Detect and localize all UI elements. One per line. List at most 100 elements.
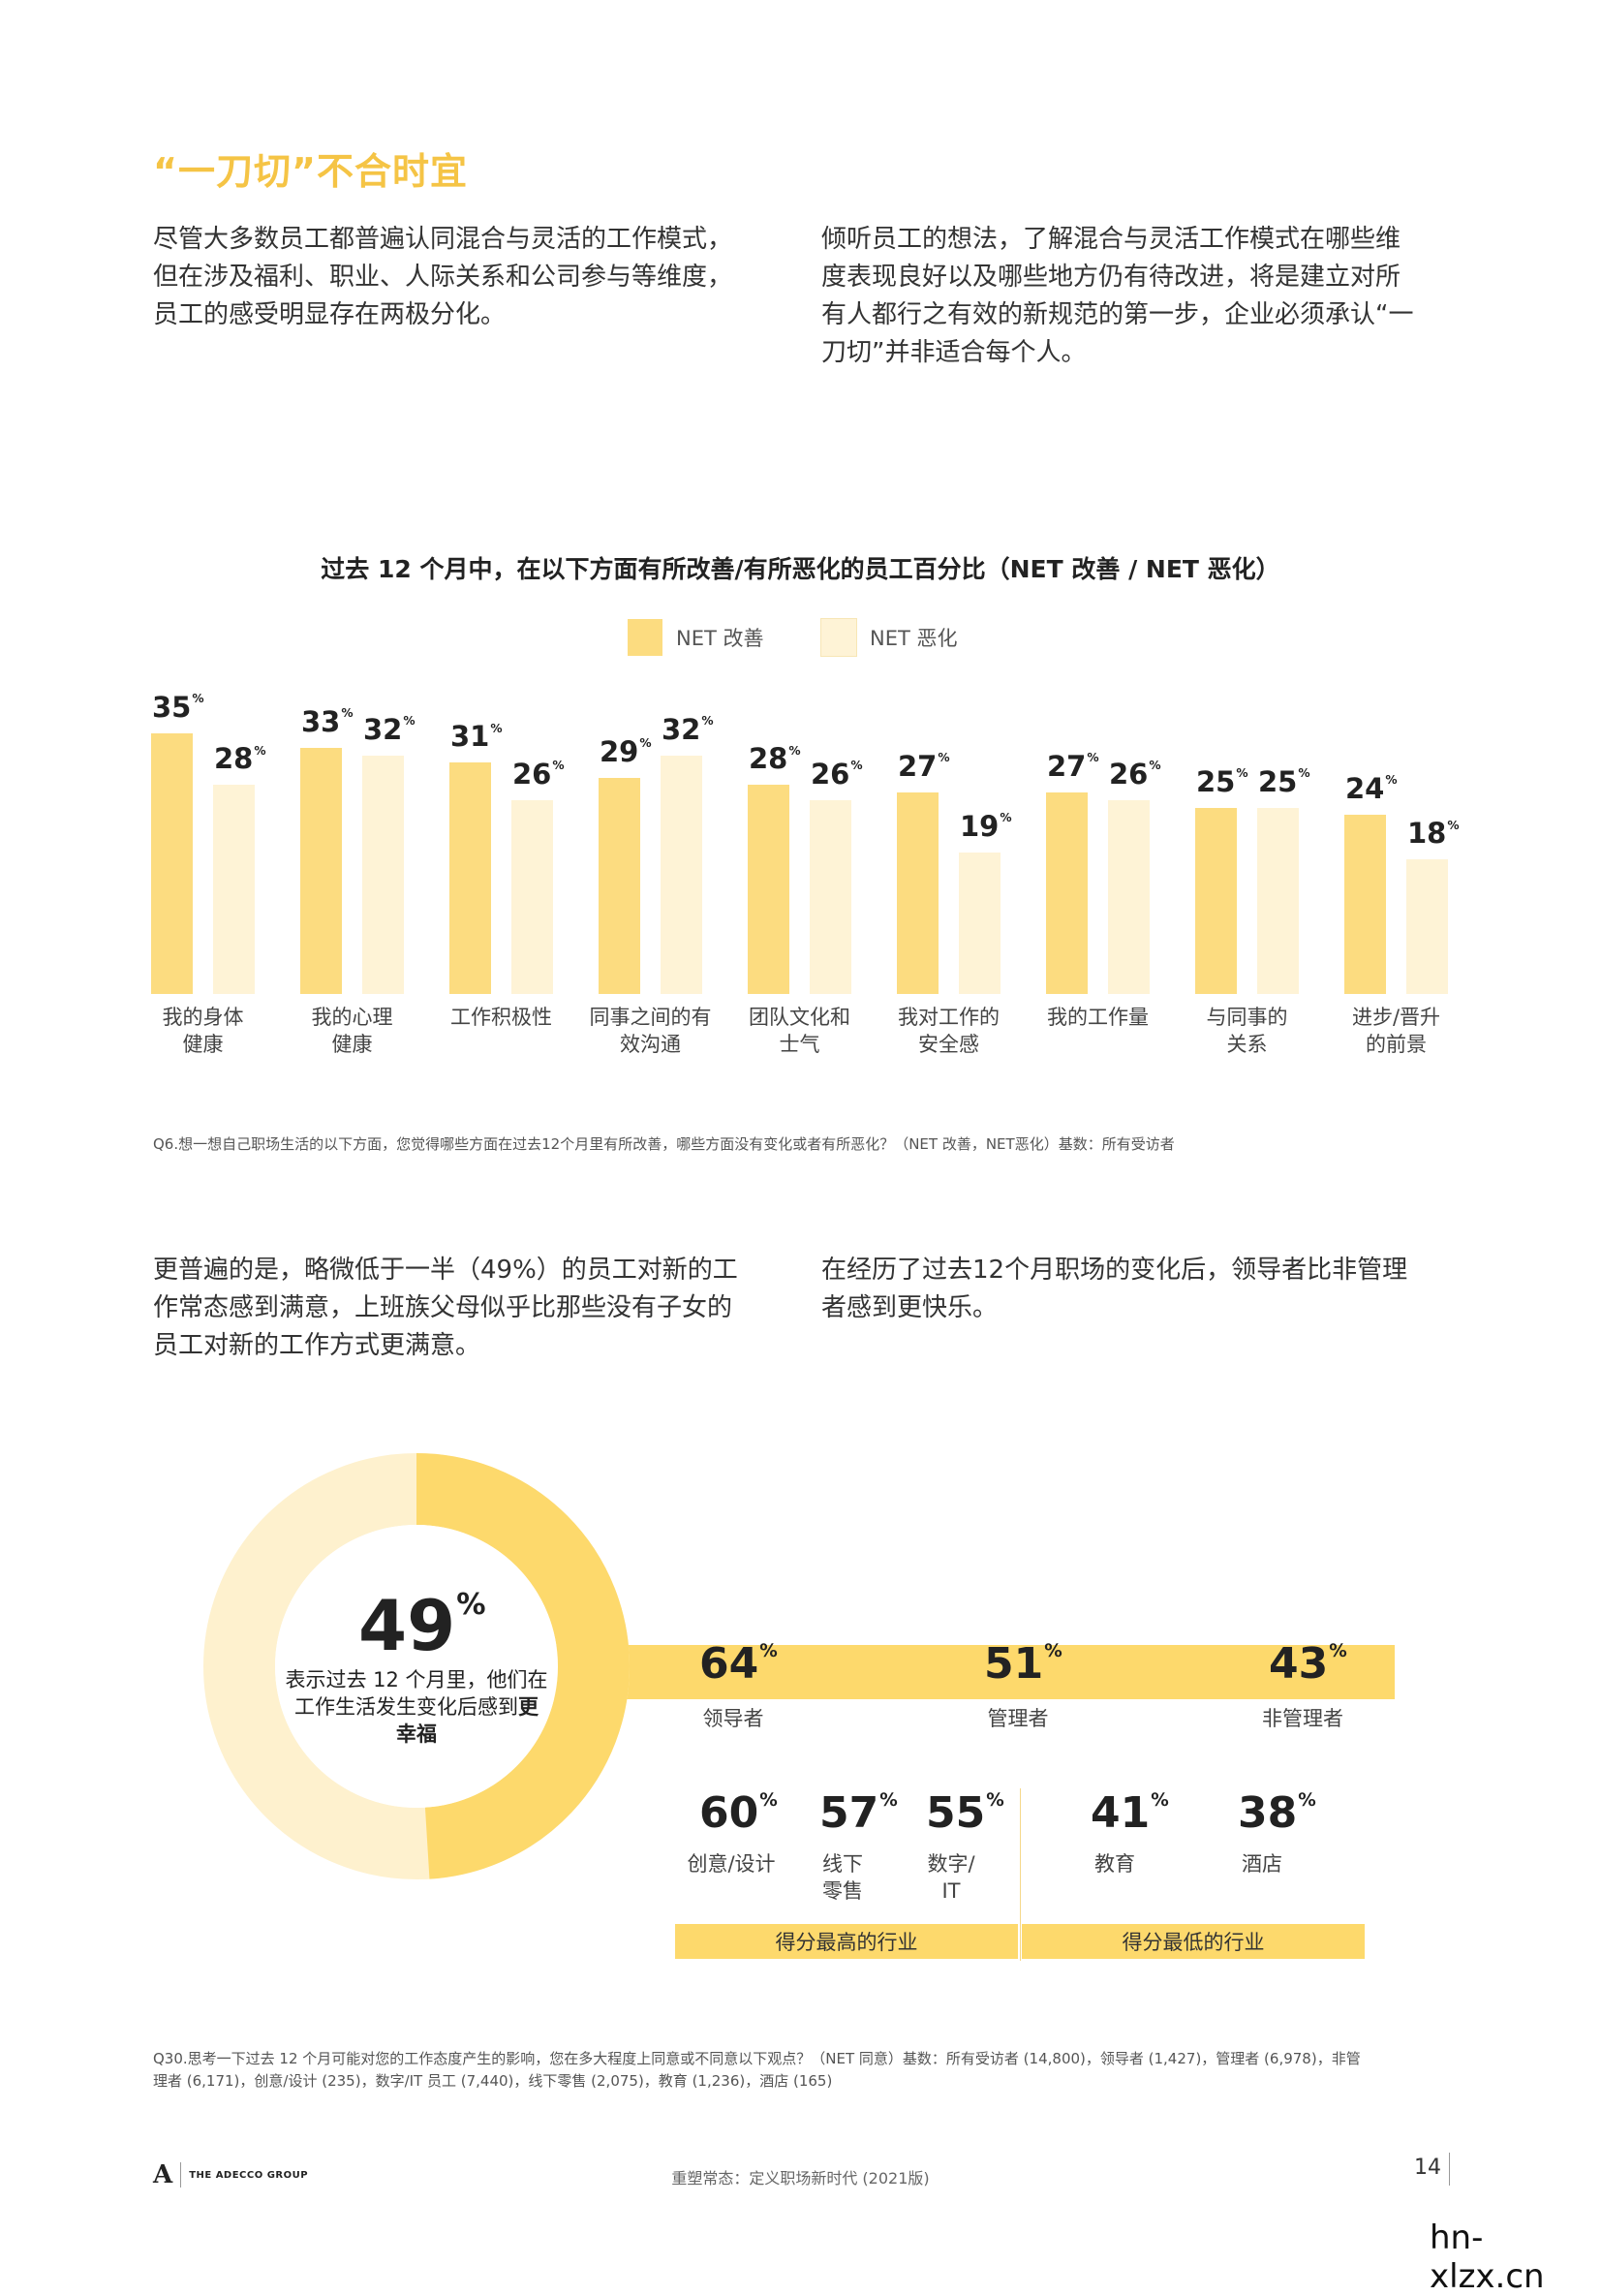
industry-label-line: 教育 xyxy=(1094,1852,1135,1876)
bottom-industry-band xyxy=(1022,1924,1365,1959)
bar-improve xyxy=(151,732,193,994)
data-label-improve: 35% xyxy=(152,690,204,724)
intro-right-line: 有人都行之有效的新规范的第一步，企业必须承认“一 xyxy=(821,300,1414,329)
industry-label-line: IT xyxy=(941,1879,961,1903)
donut-desc-bold1: 更 xyxy=(518,1695,539,1719)
q30-line: 理者 (6,171)，创意/设计 (235)，数字/IT 员工 (7,440)，… xyxy=(153,2072,833,2090)
intro-left-paragraph: 尽管大多数员工都普遍认同混合与灵活的工作模式， 但在涉及福利、职业、人际关系和公… xyxy=(153,221,783,334)
industry-number: 60 xyxy=(699,1788,759,1838)
industry-divider xyxy=(1020,1788,1021,1961)
bar-worse xyxy=(213,785,255,994)
brand-name: THE ADECCO GROUP xyxy=(189,2169,309,2181)
industry-value-creative: 60% xyxy=(699,1788,778,1838)
mid-left-line: 员工对新的工作方式更满意。 xyxy=(153,1331,481,1360)
data-label-improve: 24% xyxy=(1345,772,1398,806)
industry-label-line: 数字/ xyxy=(927,1852,975,1876)
industry-unit: % xyxy=(879,1789,898,1811)
category-label: 进步/晋升 的前景 xyxy=(1351,1006,1441,1056)
role-label-non-manager: 非管理者 xyxy=(1262,1707,1343,1730)
bar-worse xyxy=(810,799,851,994)
adecco-logo-icon: A xyxy=(153,2160,173,2189)
industry-label-education: 教育 xyxy=(1081,1850,1149,1877)
role-value-non-manager: 43% xyxy=(1269,1639,1347,1689)
q6-footnote: Q6.想一想自己职场生活的以下方面，您觉得哪些方面在过去12个月里有所改善，哪些… xyxy=(153,1135,1175,1153)
category-label: 我的心理 健康 xyxy=(311,1006,393,1056)
role-number: 64 xyxy=(699,1639,759,1689)
bar-improve xyxy=(1344,815,1386,994)
data-label-worse: 25% xyxy=(1258,764,1310,798)
donut-desc-line1: 表示过去 12 个月里，他们在 xyxy=(285,1668,548,1691)
data-label-worse: 32% xyxy=(363,712,416,746)
role-label-leader: 领导者 xyxy=(702,1707,764,1730)
top-industry-band xyxy=(675,1924,1018,1959)
industry-label-digital-it: 数字/IT xyxy=(912,1850,990,1905)
data-label-improve: 33% xyxy=(301,704,354,738)
data-label-improve: 27% xyxy=(898,750,950,784)
industry-value-digital-it: 55% xyxy=(926,1788,1004,1838)
category-label: 与同事的 关系 xyxy=(1206,1006,1288,1056)
data-label-improve: 29% xyxy=(600,734,652,768)
industry-label-line: 创意/设计 xyxy=(687,1852,776,1876)
industry-label-creative: 创意/设计 xyxy=(673,1850,789,1877)
category-label: 工作积极性 xyxy=(450,1006,552,1029)
donut-value-number: 49 xyxy=(358,1585,456,1666)
data-label-worse: 26% xyxy=(811,757,863,791)
roles-band xyxy=(542,1645,1395,1699)
bar-chart: 35% 28% 我的身体 健康 33% 32% 我的心理 健康 31% 26% 工作积极性 29% 32… xyxy=(0,0,1601,1066)
watermark: hn-xlzx.cn xyxy=(1424,2218,1601,2296)
data-label-improve: 25% xyxy=(1196,764,1248,798)
role-value-manager: 51% xyxy=(984,1639,1062,1689)
mid-left-line: 作常态感到满意，上班族父母似乎比那些没有子女的 xyxy=(153,1293,733,1322)
data-label-worse: 26% xyxy=(1109,757,1161,791)
industry-label-line: 线下 xyxy=(822,1852,863,1876)
data-label-worse: 18% xyxy=(1407,817,1460,851)
donut-description: 表示过去 12 个月里，他们在 工作生活发生变化后感到更 幸福 xyxy=(262,1666,571,1748)
industry-unit: % xyxy=(986,1789,1004,1811)
industry-label-line: 零售 xyxy=(822,1879,863,1903)
donut-desc-bold2: 幸福 xyxy=(396,1722,437,1746)
footer-brand: A THE ADECCO GROUP xyxy=(153,2160,308,2189)
industry-number: 41 xyxy=(1091,1788,1151,1838)
happiness-donut xyxy=(203,1453,630,1879)
data-label-improve: 31% xyxy=(450,720,503,754)
donut-value: 49% xyxy=(358,1585,486,1666)
legend-label-improve: NET 改善 xyxy=(676,627,764,650)
legend-swatch-improve xyxy=(628,619,662,656)
industry-unit: % xyxy=(1151,1789,1169,1811)
industry-unit: % xyxy=(1298,1789,1316,1811)
legend-improve: NET 改善 xyxy=(628,619,763,656)
mid-left-line: 更普遍的是，略微低于一半（49%）的员工对新的工 xyxy=(153,1256,738,1285)
logo-divider xyxy=(180,2162,182,2187)
section-title: “一刀切”不合时宜 xyxy=(153,150,468,193)
donut-fill-ring xyxy=(203,1453,630,1879)
bar-improve xyxy=(449,762,491,994)
q30-footnote: Q30.思考一下过去 12 个月可能对您的工作态度产生的影响，您在多大程度上同意… xyxy=(153,2048,1451,2093)
legend-swatch-worse xyxy=(820,618,857,657)
bar-improve xyxy=(599,777,640,994)
intro-right-paragraph: 倾听员工的想法，了解混合与灵活工作模式在哪些维 度表现良好以及哪些地方仍有待改进… xyxy=(821,221,1461,372)
role-value-leader: 64% xyxy=(699,1639,778,1689)
intro-left-line: 员工的感受明显存在两极分化。 xyxy=(153,300,507,329)
bar-worse xyxy=(1257,807,1299,994)
data-label-worse: 26% xyxy=(512,757,565,791)
industry-label-retail: 线下 零售 xyxy=(804,1850,881,1905)
q30-line: Q30.思考一下过去 12 个月可能对您的工作态度产生的影响，您在多大程度上同意… xyxy=(153,2050,1361,2067)
category-label: 团队文化和 士气 xyxy=(749,1006,850,1056)
industry-value-education: 41% xyxy=(1091,1788,1169,1838)
bar-worse xyxy=(1406,859,1448,994)
data-label-worse: 19% xyxy=(960,809,1012,843)
donut-desc-line2: 工作生活发生变化后感到 xyxy=(294,1695,518,1719)
industry-value-retail: 57% xyxy=(819,1788,898,1838)
bar-worse xyxy=(362,755,404,994)
intro-right-line: 刀切”并非适合每个人。 xyxy=(821,338,1087,367)
role-label-manager: 管理者 xyxy=(987,1707,1049,1730)
category-label: 我对工作的 安全感 xyxy=(898,1006,1000,1056)
bar-worse xyxy=(959,852,1001,994)
mid-left-paragraph: 更普遍的是，略微低于一半（49%）的员工对新的工 作常态感到满意，上班族父母似乎… xyxy=(153,1252,783,1365)
bar-improve xyxy=(1046,792,1088,994)
bar-worse xyxy=(1108,799,1150,994)
bar-worse xyxy=(511,799,553,994)
donut-value-unit: % xyxy=(456,1588,486,1623)
mid-right-paragraph: 在经历了过去12个月职场的变化后，领导者比非管理 者感到更快乐。 xyxy=(821,1252,1461,1327)
intro-right-line: 度表现良好以及哪些地方仍有待改进，将是建立对所 xyxy=(821,263,1401,292)
